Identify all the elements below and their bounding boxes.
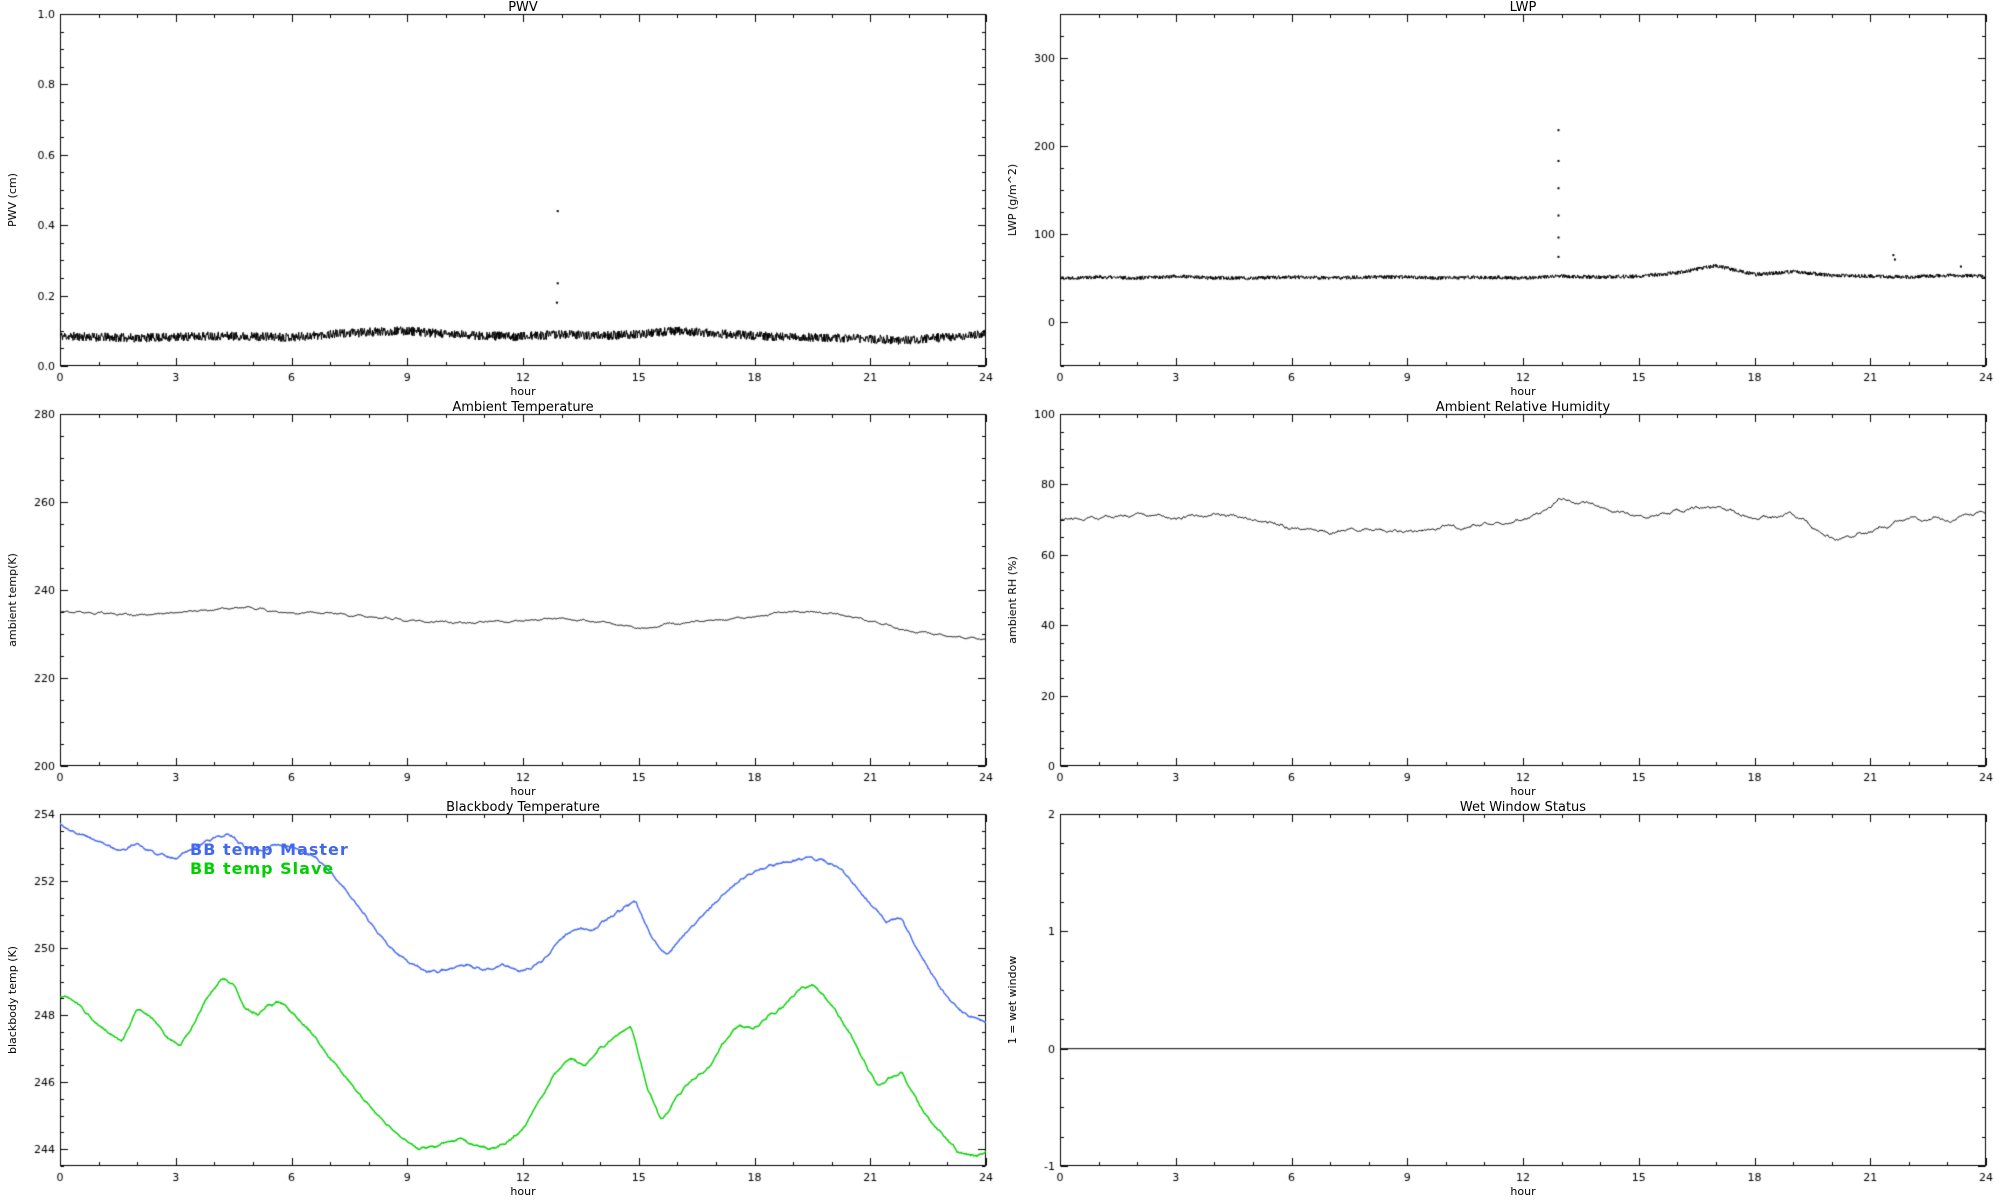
ambient-temperature-title: Ambient Temperature: [452, 400, 594, 415]
lwp-y-axis-label: LWP (g/m^2): [1006, 163, 1019, 237]
wet-window-status-plot-canvas: [1000, 800, 2000, 1200]
bb-temp-legend: BB temp Master BB temp Slave: [190, 840, 349, 878]
ambient-temperature-x-axis-label: hour: [510, 785, 536, 798]
lwp-title: LWP: [1509, 0, 1537, 15]
ambient-temperature-plot-canvas: [0, 400, 1000, 800]
ambient-temperature-y-axis-label: ambient temp(K): [6, 553, 19, 647]
pwv-x-axis-label: hour: [510, 385, 536, 398]
panel-ambient-relative-humidity: Ambient Relative Humidity ambient RH (%)…: [1000, 400, 2000, 800]
ambient-relative-humidity-plot-canvas: [1000, 400, 2000, 800]
blackbody-temperature-plot-canvas: [0, 800, 1000, 1200]
legend-item-bb-temp-master: BB temp Master: [190, 840, 349, 859]
legend-item-bb-temp-slave: BB temp Slave: [190, 859, 335, 878]
wet-window-status-y-axis-label: 1 = wet window: [1006, 955, 1019, 1045]
pwv-plot-canvas: [0, 0, 1000, 400]
blackbody-temperature-x-axis-label: hour: [510, 1185, 536, 1198]
wet-window-status-x-axis-label: hour: [1510, 1185, 1536, 1198]
panel-wet-window-status: Wet Window Status 1 = wet window hour: [1000, 800, 2000, 1200]
blackbody-temperature-title: Blackbody Temperature: [446, 800, 600, 815]
pwv-y-axis-label: PWV (cm): [6, 173, 19, 227]
ambient-relative-humidity-x-axis-label: hour: [1510, 785, 1536, 798]
panel-lwp: LWP LWP (g/m^2) hour: [1000, 0, 2000, 400]
lwp-plot-canvas: [1000, 0, 2000, 400]
panel-pwv: PWV PWV (cm) hour: [0, 0, 1000, 400]
lwp-x-axis-label: hour: [1510, 385, 1536, 398]
panel-ambient-temperature: Ambient Temperature ambient temp(K) hour: [0, 400, 1000, 800]
blackbody-temperature-y-axis-label: blackbody temp (K): [6, 946, 19, 1054]
pwv-title: PWV: [508, 0, 538, 15]
ambient-relative-humidity-title: Ambient Relative Humidity: [1435, 400, 1611, 415]
panel-blackbody-temperature: Blackbody Temperature blackbody temp (K)…: [0, 800, 1000, 1200]
ambient-relative-humidity-y-axis-label: ambient RH (%): [1006, 556, 1019, 644]
wet-window-status-title: Wet Window Status: [1459, 800, 1587, 815]
